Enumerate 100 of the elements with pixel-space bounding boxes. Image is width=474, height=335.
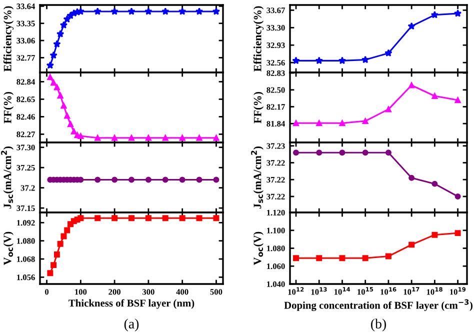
point bbox=[454, 9, 462, 17]
point bbox=[195, 7, 204, 15]
y-tick-label: 82.84 bbox=[16, 79, 35, 85]
x-tick-label: 10$^{18}$ bbox=[426, 287, 442, 295]
point bbox=[94, 7, 102, 15]
x-tick-label: 10$^{17}$ bbox=[404, 287, 420, 295]
point bbox=[128, 7, 136, 15]
text: (a) bbox=[124, 318, 139, 332]
x-tick-label: 500 bbox=[210, 289, 222, 295]
point bbox=[408, 174, 415, 181]
y-axis-title: V$_{oc}$(V) bbox=[253, 232, 264, 266]
y-axis-title: J$_{sc}$(mA/cm$^{2}$) bbox=[1, 146, 14, 209]
point bbox=[56, 30, 64, 38]
y-tick-label: 33.67 bbox=[266, 8, 285, 14]
y-tick-label: 82.83 bbox=[266, 70, 285, 76]
y-tick-label: 37.2 bbox=[20, 185, 35, 191]
point bbox=[178, 7, 186, 15]
point bbox=[362, 150, 368, 156]
y-tick-label: 82.46 bbox=[16, 114, 35, 120]
point bbox=[162, 134, 168, 141]
point bbox=[432, 180, 438, 187]
x-tick-label: 0 bbox=[45, 289, 49, 295]
point bbox=[78, 215, 84, 222]
point bbox=[339, 150, 346, 156]
y-tick-label: 82.65 bbox=[16, 96, 35, 102]
x-tick-label: 10$^{12}$ bbox=[288, 287, 304, 295]
y-tick-label: 82.27 bbox=[16, 132, 35, 138]
y-axis-title: J$_{sc}$(mA/cm$^{2}$) bbox=[251, 146, 264, 209]
x-tick-label: 10$^{16}$ bbox=[380, 287, 396, 295]
y-tick-label: 1.060 bbox=[267, 263, 285, 270]
y-tick-label: 37.22 bbox=[266, 160, 285, 166]
y-tick-label: 37.25 bbox=[16, 164, 35, 171]
point bbox=[70, 128, 77, 134]
y-tick-label: 37.30 bbox=[16, 144, 35, 150]
y-tick-label: 33.30 bbox=[266, 25, 285, 31]
y-tick-label: 33.06 bbox=[16, 38, 35, 44]
point bbox=[112, 215, 118, 222]
point bbox=[47, 270, 54, 276]
point bbox=[315, 56, 323, 64]
y-tick-label: 1.056 bbox=[17, 274, 35, 280]
x-axis-title: Doping concentration of BSF layer (cm$^{−3}$) bbox=[284, 299, 472, 312]
point bbox=[128, 215, 134, 222]
point bbox=[338, 56, 346, 64]
point bbox=[128, 134, 134, 141]
x-tick-label: 400 bbox=[176, 289, 188, 295]
point bbox=[293, 150, 299, 156]
y-axis-title: FF(%) bbox=[4, 92, 14, 124]
point bbox=[408, 242, 415, 248]
point bbox=[430, 10, 439, 18]
y-tick-label: 37.22 bbox=[266, 176, 285, 183]
point bbox=[385, 253, 392, 260]
y-tick-label: 1.100 bbox=[267, 228, 285, 234]
y-tick-label: 82.17 bbox=[266, 104, 285, 110]
y-tick-label: 37.22 bbox=[266, 194, 285, 200]
y-tick-label: 37.15 bbox=[16, 205, 35, 212]
point bbox=[64, 227, 70, 234]
point bbox=[110, 7, 118, 15]
point bbox=[385, 150, 392, 156]
x-tick-label: 10$^{15}$ bbox=[358, 287, 374, 295]
point bbox=[46, 61, 54, 69]
point bbox=[454, 230, 461, 236]
point bbox=[60, 233, 67, 240]
point bbox=[196, 134, 202, 141]
point bbox=[385, 106, 392, 112]
point bbox=[162, 215, 168, 222]
y-tick-label: 1.080 bbox=[267, 246, 285, 252]
x-tick-label: 10$^{13}$ bbox=[311, 287, 327, 295]
x-tick-label: 200 bbox=[108, 289, 120, 295]
x-tick-label: 100 bbox=[75, 289, 87, 295]
point bbox=[144, 7, 152, 15]
point bbox=[196, 215, 202, 222]
point bbox=[408, 22, 416, 30]
y-tick-label: 33.35 bbox=[16, 20, 35, 26]
point bbox=[362, 255, 368, 262]
point bbox=[292, 56, 300, 64]
point bbox=[64, 112, 70, 119]
y-tick-label: 1.120 bbox=[267, 210, 285, 216]
y-tick-label: 81.84 bbox=[266, 120, 285, 127]
point bbox=[53, 40, 61, 48]
y-tick-label: 37.23 bbox=[266, 143, 285, 149]
point bbox=[212, 7, 220, 15]
point bbox=[384, 49, 392, 57]
y-tick-label: 32.77 bbox=[16, 55, 35, 61]
point bbox=[60, 21, 68, 29]
point bbox=[179, 215, 186, 222]
y-tick-label: 32.93 bbox=[266, 42, 285, 48]
point bbox=[432, 232, 438, 238]
y-tick-label: 1.092 bbox=[17, 220, 35, 226]
x-axis-title: Thickness of BSF layer (nm) bbox=[68, 299, 194, 309]
y-tick-label: 32.56 bbox=[266, 60, 285, 66]
point bbox=[454, 193, 461, 200]
point bbox=[316, 150, 322, 156]
x-tick-label: 10$^{19}$ bbox=[450, 287, 466, 295]
y-tick-label: 33.64 bbox=[16, 4, 35, 10]
point bbox=[293, 255, 299, 262]
point bbox=[361, 56, 370, 64]
point bbox=[339, 255, 346, 262]
y-axis-title: Efficiency(%) bbox=[253, 6, 264, 72]
point bbox=[94, 215, 101, 222]
x-tick-label: 10$^{14}$ bbox=[334, 287, 350, 295]
